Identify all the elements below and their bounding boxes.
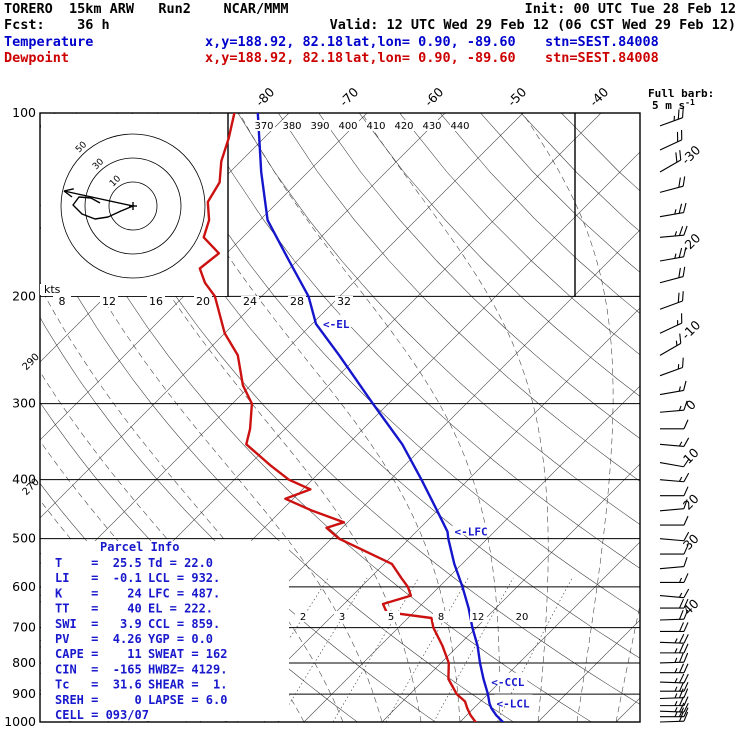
svg-text:290: 290 <box>21 352 42 373</box>
wind-barbs: Full barb:5 m s-1 <box>645 87 737 723</box>
dewpoint-latlon: lat,lon= 0.90, -89.60 <box>345 50 516 66</box>
svg-text:<-EL: <-EL <box>323 318 350 331</box>
svg-text:400: 400 <box>12 472 36 487</box>
forecast-hour: Fcst: 36 h <box>4 17 110 33</box>
svg-text:8: 8 <box>438 612 444 623</box>
svg-text:32: 32 <box>337 295 351 308</box>
svg-text:20: 20 <box>680 491 702 513</box>
svg-text:300: 300 <box>12 396 36 411</box>
dewpoint-station: stn=SEST.84008 <box>545 50 659 66</box>
header-line-1: TORERO 15km ARW Run2 NCAR/MMM Init: 00 U… <box>0 1 740 17</box>
svg-text:SWEAT = 162: SWEAT = 162 <box>148 647 227 661</box>
svg-text:CAPE = 11: CAPE = 11 <box>55 647 142 661</box>
svg-text:400: 400 <box>338 121 357 132</box>
svg-text:YGP = 0.0: YGP = 0.0 <box>148 632 213 646</box>
svg-text:kts: kts <box>44 283 61 296</box>
svg-text:HWBZ= 4129.: HWBZ= 4129. <box>148 662 227 676</box>
svg-text:CIN = -165: CIN = -165 <box>55 662 142 676</box>
svg-text:SWI = 3.9: SWI = 3.9 <box>55 617 142 631</box>
svg-text:12: 12 <box>472 612 485 623</box>
svg-text:20: 20 <box>516 612 529 623</box>
svg-text:SREH = 0: SREH = 0 <box>55 693 142 707</box>
parcel-info: Parcel Info T = 25.5 Td = 22.0 LI = -0.1 LCL… <box>55 540 227 722</box>
svg-text:200: 200 <box>12 288 36 303</box>
svg-text:900: 900 <box>12 686 36 701</box>
temperature-station: stn=SEST.84008 <box>545 34 659 50</box>
svg-text:SHEAR = 1.: SHEAR = 1. <box>148 678 227 692</box>
svg-text:5 m s-1: 5 m s-1 <box>652 98 695 112</box>
svg-text:LAPSE = 6.0: LAPSE = 6.0 <box>148 693 227 707</box>
svg-text:1000: 1000 <box>4 714 36 729</box>
svg-text:2: 2 <box>300 612 306 623</box>
temperature-latlon: lat,lon= 0.90, -89.60 <box>345 34 516 50</box>
svg-text:CCL = 859.: CCL = 859. <box>148 617 220 631</box>
svg-text:5: 5 <box>388 612 394 623</box>
model-title: TORERO 15km ARW Run2 NCAR/MMM <box>4 1 289 17</box>
svg-text:500: 500 <box>12 531 36 546</box>
svg-text:370: 370 <box>254 121 273 132</box>
svg-text:-70: -70 <box>336 84 361 109</box>
svg-text:PV = 4.26: PV = 4.26 <box>55 632 142 646</box>
svg-text:-80: -80 <box>252 84 277 109</box>
svg-text:0: 0 <box>683 397 699 413</box>
svg-text:-30: -30 <box>678 142 703 167</box>
svg-text:<-LCL: <-LCL <box>497 697 530 710</box>
blank-panels <box>41 114 289 721</box>
svg-text:380: 380 <box>282 121 301 132</box>
svg-text:440: 440 <box>450 121 469 132</box>
svg-text:410: 410 <box>366 121 385 132</box>
svg-text:TT = 40: TT = 40 <box>55 602 142 616</box>
svg-text:600: 600 <box>12 579 36 594</box>
header-line-2: Fcst: 36 h Valid: 12 UTC Wed 29 Feb 12 (… <box>0 17 740 33</box>
dewpoint-legend-label: Dewpoint <box>4 50 70 66</box>
svg-text:28: 28 <box>290 295 304 308</box>
cell-motion-vector <box>63 190 134 207</box>
dewpoint-trace <box>198 113 477 722</box>
svg-text:Parcel Info: Parcel Info <box>100 540 179 554</box>
svg-text:LCL = 932.: LCL = 932. <box>148 571 220 585</box>
svg-text:420: 420 <box>394 121 413 132</box>
svg-text:-60: -60 <box>421 84 446 109</box>
svg-text:<-LFC: <-LFC <box>454 526 487 539</box>
svg-text:24: 24 <box>243 295 257 308</box>
svg-text:30: 30 <box>680 531 702 553</box>
svg-text:Tc = 31.6: Tc = 31.6 <box>55 678 142 692</box>
svg-text:10: 10 <box>680 445 702 467</box>
svg-text:LFC = 487.: LFC = 487. <box>148 586 220 600</box>
svg-text:390: 390 <box>310 121 329 132</box>
dewpoint-xy: x,y=188.92, 82.18 <box>205 50 344 66</box>
svg-text:CELL = 093/07: CELL = 093/07 <box>55 708 149 722</box>
svg-text:100: 100 <box>12 105 36 120</box>
svg-text:EL = 222.: EL = 222. <box>148 602 213 616</box>
init-time: Init: 00 UTC Tue 28 Feb 12 <box>524 1 736 17</box>
svg-text:16: 16 <box>149 295 163 308</box>
svg-text:430: 430 <box>422 121 441 132</box>
temperature-legend-label: Temperature <box>4 34 94 50</box>
hodograph-wind-trace <box>72 196 134 220</box>
svg-text:-40: -40 <box>586 84 611 109</box>
svg-text:LI = -0.1: LI = -0.1 <box>55 571 142 585</box>
svg-text:8: 8 <box>59 295 66 308</box>
svg-text:3: 3 <box>339 612 345 623</box>
temperature-xy: x,y=188.92, 82.18 <box>205 34 344 50</box>
svg-text:800: 800 <box>12 655 36 670</box>
svg-text:T = 25.5: T = 25.5 <box>55 556 142 570</box>
svg-text:Full barb:: Full barb: <box>648 87 714 100</box>
svg-text:K = 24: K = 24 <box>55 586 142 600</box>
temperature-trace <box>256 113 505 722</box>
header-line-dewpoint: Dewpoint x,y=188.92, 82.18 lat,lon= 0.90… <box>0 50 740 66</box>
svg-text:20: 20 <box>196 295 210 308</box>
level-markers: <-EL <-LFC <-CCL <-LCL <box>320 314 533 710</box>
header-line-temperature: Temperature x,y=188.92, 82.18 lat,lon= 0… <box>0 34 740 50</box>
background-lines <box>40 113 640 722</box>
svg-text:<-CCL: <-CCL <box>491 676 524 689</box>
svg-text:12: 12 <box>102 295 116 308</box>
valid-time: Valid: 12 UTC Wed 29 Feb 12 (06 CST Wed … <box>329 17 736 33</box>
svg-text:Td = 22.0: Td = 22.0 <box>148 556 213 570</box>
svg-text:-20: -20 <box>678 230 703 255</box>
svg-text:-50: -50 <box>504 84 529 109</box>
svg-text:700: 700 <box>12 620 36 635</box>
